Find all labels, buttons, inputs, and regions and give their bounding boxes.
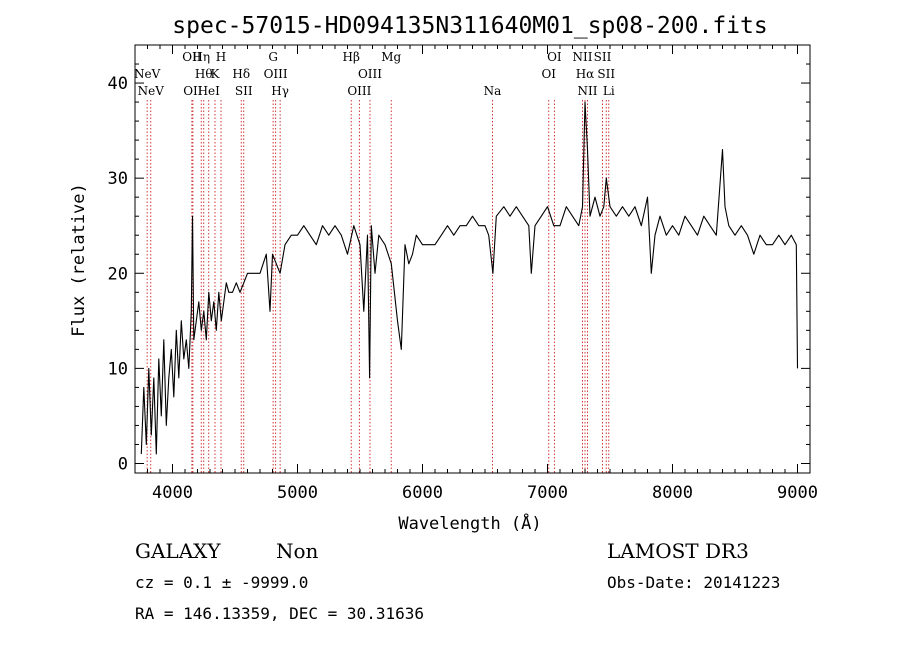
emission-marker-label: Hη [192, 50, 210, 64]
x-tick-label: 8000 [652, 483, 693, 503]
plot-frame [134, 44, 811, 474]
x-tick-label: 6000 [402, 483, 443, 503]
y-tick-label: 30 [108, 169, 128, 189]
emission-marker-label: Hα [576, 67, 595, 81]
emission-marker-label: SII [594, 50, 612, 64]
x-tick-label: 9000 [777, 483, 818, 503]
y-tick-label: 10 [108, 359, 128, 379]
x-tick-label: 4000 [152, 483, 193, 503]
emission-marker-label: Hθ [195, 67, 213, 81]
redshift-line: cz = 0.1 ± -9999.0 [135, 573, 308, 592]
x-axis-label: Wavelength (Å) [398, 512, 541, 534]
emission-marker-label: NII [573, 50, 593, 64]
emission-marker-label: Mg [381, 50, 401, 64]
emission-marker-label: NII [578, 84, 598, 98]
object-subclass: Non [276, 539, 319, 563]
emission-marker-label: G [268, 50, 278, 64]
chart-title: spec-57015-HD094135N311640M01_sp08-200.f… [172, 13, 767, 39]
y-tick-label: 0 [118, 454, 128, 474]
x-axis-ticks: 4000 5000 6000 7000 8000 9000 [134, 45, 818, 503]
emission-marker-label: NeV [138, 84, 165, 98]
emission-line-markers [146, 100, 610, 473]
emission-marker-label: OIII [347, 84, 371, 98]
emission-marker-label: Li [603, 84, 615, 98]
emission-marker-label: Hδ [232, 67, 250, 81]
y-tick-label: 40 [108, 74, 128, 94]
emission-marker-label: HeI [198, 84, 221, 98]
emission-marker-label: Hβ [343, 50, 360, 64]
emission-marker-label: NeV [134, 67, 161, 81]
emission-marker-label: OI [541, 67, 556, 81]
emission-marker-label: Hγ [271, 84, 289, 98]
emission-marker-label: SII [597, 67, 615, 81]
emission-marker-label: K [211, 67, 221, 81]
spectrum-line [140, 101, 799, 455]
emission-marker-label: Na [484, 84, 502, 98]
x-tick-label: 7000 [527, 483, 568, 503]
y-axis-ticks: 0 10 20 30 40 [108, 44, 810, 474]
coordinates-line: RA = 146.13359, DEC = 30.31636 [135, 604, 424, 623]
emission-marker-label: OI [547, 50, 562, 64]
emission-marker-label: OIII [264, 67, 288, 81]
survey-name: LAMOST DR3 [607, 539, 749, 563]
y-tick-label: 20 [108, 264, 128, 284]
emission-marker-label: H [216, 50, 226, 64]
emission-line-labels: NeVNeVOIIOIIHηHθHeIKHHδSIIGOIIIHγHβOIIIO… [134, 50, 615, 98]
emission-marker-label: OII [182, 50, 202, 64]
emission-marker-label: SII [235, 84, 253, 98]
x-tick-label: 5000 [277, 483, 318, 503]
obs-date: Obs-Date: 20141223 [607, 573, 780, 592]
y-axis-label: Flux (relative) [69, 183, 89, 337]
emission-marker-label: OII [183, 84, 203, 98]
emission-marker-label: OIII [358, 67, 382, 81]
object-class: GALAXY [135, 539, 221, 563]
